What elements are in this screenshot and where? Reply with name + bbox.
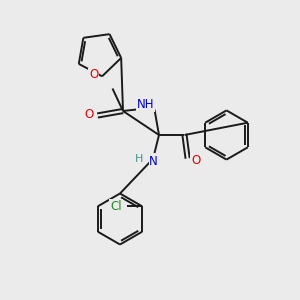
Text: N: N [149, 155, 158, 169]
Text: Cl: Cl [110, 200, 122, 213]
Text: H: H [135, 154, 144, 164]
Text: NH: NH [137, 98, 154, 112]
Text: O: O [85, 107, 94, 121]
Text: O: O [191, 154, 200, 167]
Text: O: O [89, 68, 98, 81]
